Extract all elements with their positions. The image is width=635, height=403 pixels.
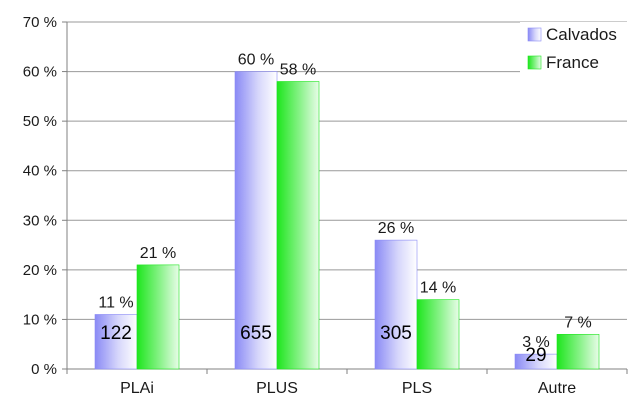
value-label: 60 % (238, 52, 274, 69)
count-label: 655 (240, 323, 272, 344)
data-labels: 11 % 122 21 % 60 % 655 58 % 26 % 305 14 % 3 %29 7 … (98, 52, 591, 366)
y-tick-label: 20 % (23, 262, 57, 279)
bars (94, 71, 600, 370)
y-tick-label: 40 % (23, 163, 57, 180)
value-label: 14 % (420, 280, 456, 297)
value-label: 58 % (280, 61, 316, 78)
value-label: 11 % (98, 294, 133, 311)
legend-swatch-calvados (527, 27, 542, 42)
x-tick-label: PLS (402, 380, 432, 397)
bar-calvados-pls (374, 239, 418, 370)
x-tick-label: PLUS (256, 380, 298, 397)
bar-france-pls (416, 299, 460, 370)
bar-france-plai (136, 264, 180, 370)
count-label: 29 (525, 345, 546, 366)
axes: 0 % 10 % 20 % 30 % 40 % 50 % 60 % 70 % PLAi PLUS P… (23, 14, 628, 397)
legend-swatch-france (527, 55, 542, 70)
count-label: 305 (380, 323, 412, 344)
x-tick-label: Autre (538, 380, 576, 397)
y-tick-label: 0 % (31, 361, 57, 378)
value-label: 21 % (140, 245, 176, 262)
x-tick-label: PLAi (120, 380, 154, 397)
value-label: 7 % (564, 314, 592, 331)
y-tick-label: 30 % (23, 212, 57, 229)
legend-label-calvados: Calvados (546, 25, 617, 44)
bar-france-autre (556, 333, 600, 370)
y-tick-label: 70 % (23, 14, 57, 31)
legend-label-france: France (546, 53, 599, 72)
bar-calvados-plus (234, 71, 278, 370)
y-tick-label: 60 % (23, 64, 57, 81)
value-label: 3 % (522, 334, 550, 351)
count-label: 122 (100, 323, 132, 344)
legend: Calvados France (520, 22, 627, 80)
y-tick-label: 50 % (23, 113, 57, 130)
bar-calvados-plai (94, 314, 138, 370)
y-tick-label: 10 % (23, 311, 57, 328)
value-label: 26 % (378, 220, 414, 237)
bar-france-plus (276, 81, 320, 370)
